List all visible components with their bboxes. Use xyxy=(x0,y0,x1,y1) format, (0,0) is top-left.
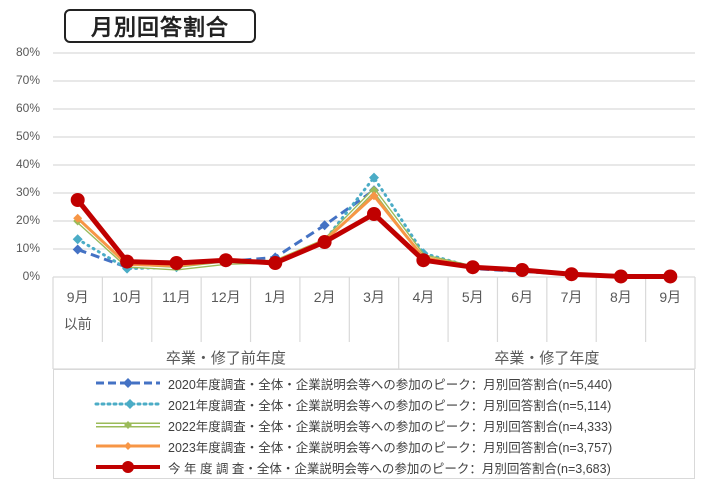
data-point xyxy=(73,213,83,223)
data-point xyxy=(317,235,332,249)
x-tick-label: 7月 xyxy=(560,289,583,305)
x-tick-label: 3月 xyxy=(363,289,385,305)
data-point xyxy=(416,253,431,268)
x-tick-label: 1月 xyxy=(264,289,287,305)
data-point xyxy=(369,185,379,195)
data-point xyxy=(515,263,530,277)
data-point xyxy=(663,269,678,284)
legend-item-current: 今 年 度 調 査・全体・企業説明会等への参加のピーク：月別回答割合(n=3,6… xyxy=(94,457,611,477)
x-tick-label: 11月 xyxy=(162,289,191,305)
y-tick-label: 60% xyxy=(15,101,40,115)
legend-label: 2020年度調査・全体・企業説明会等への参加のピーク：月別回答割合(n=5,44… xyxy=(168,377,613,392)
y-tick-label: 50% xyxy=(15,129,40,143)
legend-label: 2022年度調査・全体・企業説明会等への参加のピーク：月別回答割合(n=4,33… xyxy=(168,419,613,434)
x-axis-group-label: 卒業・修了前年度 xyxy=(165,350,286,367)
y-tick-label: 80% xyxy=(15,45,40,59)
data-point xyxy=(120,254,135,269)
legend-item-2021: 2021年度調査・全体・企業説明会等への参加のピーク：月別回答割合(n=5,11… xyxy=(94,394,611,414)
legend-label: 2023年度調査・全体・企業説明会等への参加のピーク：月別回答割合(n=3,75… xyxy=(168,440,613,455)
y-tick-label: 70% xyxy=(15,73,40,87)
x-tick-label: 以前 xyxy=(63,316,92,332)
x-tick-label: 2月 xyxy=(313,289,336,305)
legend-solid-circle-icon xyxy=(96,461,160,473)
legend-item-2020: 2020年度調査・全体・企業説明会等への参加のピーク：月別回答割合(n=5,44… xyxy=(94,373,612,393)
legend-label: 2021年度調査・全体・企業説明会等への参加のピーク：月別回答割合(n=5,11… xyxy=(168,398,612,413)
x-tick-label: 8月 xyxy=(610,289,632,305)
x-tick-label: 4月 xyxy=(412,289,435,305)
data-point xyxy=(369,191,379,201)
legend-solid-orange-icon xyxy=(96,442,160,450)
legend-dashed-diamond-icon xyxy=(96,378,160,388)
data-point xyxy=(613,269,628,284)
data-point xyxy=(169,256,184,270)
data-point xyxy=(70,193,85,207)
data-point xyxy=(218,253,233,268)
y-tick-label: 20% xyxy=(15,213,40,227)
legend-item-2022: 2022年度調査・全体・企業説明会等への参加のピーク：月別回答割合(n=4,33… xyxy=(94,415,612,435)
data-point xyxy=(369,172,379,183)
legend-item-2023: 2023年度調査・全体・企業説明会等への参加のピーク：月別回答割合(n=3,75… xyxy=(94,436,612,456)
series-line xyxy=(70,193,678,284)
y-tick-label: 40% xyxy=(15,157,40,171)
legend-double-line-icon xyxy=(96,421,160,429)
data-point xyxy=(268,256,283,270)
x-tick-label: 5月 xyxy=(461,289,484,305)
legend: 2020年度調査・全体・企業説明会等への参加のピーク：月別回答割合(n=5,44… xyxy=(53,369,695,479)
x-tick-label: 9月 xyxy=(66,289,89,305)
data-point xyxy=(72,234,83,245)
data-point xyxy=(367,207,381,221)
data-point xyxy=(319,220,330,231)
legend-dotted-diamond-icon xyxy=(94,399,162,409)
x-tick-label: 10月 xyxy=(112,289,142,305)
y-tick-label: 10% xyxy=(15,241,40,255)
data-point xyxy=(72,244,83,255)
legend-label: 今 年 度 調 査・全体・企業説明会等への参加のピーク：月別回答割合(n=3,6… xyxy=(168,461,611,476)
x-axis-group-label: 卒業・修了年度 xyxy=(494,350,600,367)
x-tick-label: 9月 xyxy=(659,289,682,305)
x-tick-label: 6月 xyxy=(511,289,534,305)
chart-title: 月別回答割合 xyxy=(64,9,256,43)
x-tick-label: 12月 xyxy=(211,289,241,305)
data-point xyxy=(564,267,579,282)
y-tick-label: 0% xyxy=(22,269,40,283)
data-point xyxy=(465,260,480,275)
y-tick-label: 30% xyxy=(15,185,40,199)
